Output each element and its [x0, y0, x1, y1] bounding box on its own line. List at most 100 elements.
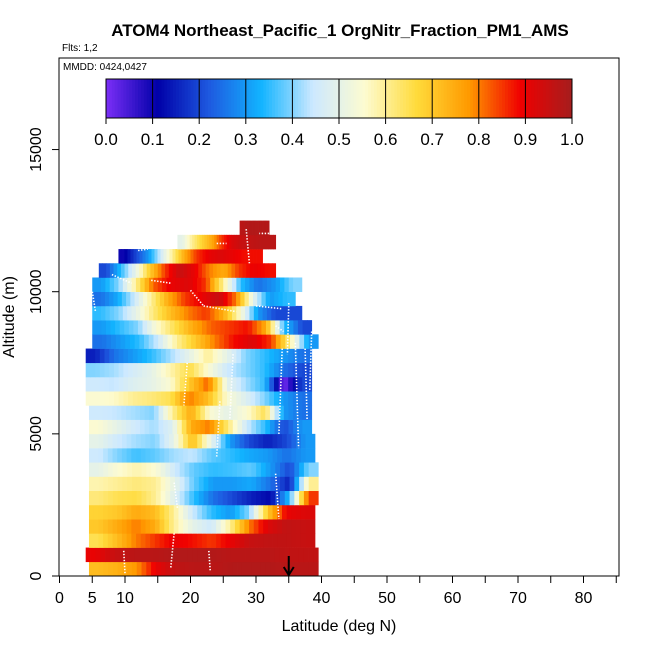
heatmap-cell — [294, 561, 300, 577]
heatmap-cell — [154, 504, 160, 520]
heatmap-cell — [231, 263, 236, 278]
heatmap-cell — [174, 490, 181, 506]
heatmap-cell — [131, 277, 137, 292]
colorbar-segment — [298, 79, 302, 118]
heatmap-cell — [125, 334, 131, 349]
heatmap-cell — [253, 234, 257, 250]
heatmap-cell — [272, 533, 278, 548]
heatmap-cell — [92, 305, 98, 321]
heatmap-cell — [306, 348, 313, 364]
heatmap-cell — [244, 433, 250, 449]
heatmap-cell — [225, 433, 231, 449]
heatmap-cell — [150, 519, 156, 534]
heatmap-cell — [204, 405, 210, 420]
heatmap-cell — [144, 277, 150, 292]
heatmap-cell — [291, 433, 297, 449]
heatmap-cell — [131, 533, 137, 548]
heatmap-cell — [259, 348, 265, 364]
heatmap-cell — [236, 291, 241, 307]
heatmap-cell — [226, 391, 233, 406]
heatmap-cell — [121, 533, 128, 548]
heatmap-cell — [273, 234, 277, 250]
heatmap-cell — [157, 277, 163, 292]
heatmap-cell — [198, 490, 204, 506]
heatmap-cell — [238, 334, 244, 349]
heatmap-cell — [136, 533, 142, 548]
heatmap-cell — [88, 533, 95, 548]
heatmap-cell — [93, 433, 99, 449]
heatmap-cell — [209, 263, 214, 278]
heatmap-cell — [168, 547, 174, 563]
heatmap-cell — [88, 405, 95, 420]
colorbar-tick-label: 0.6 — [374, 130, 398, 149]
colorbar-segment — [321, 79, 325, 118]
heatmap-cell — [105, 305, 111, 321]
heatmap-cell — [288, 362, 294, 378]
heatmap-cell — [258, 504, 264, 520]
heatmap-cell — [117, 519, 123, 534]
heatmap-cell — [95, 547, 101, 563]
heatmap-cell — [85, 376, 91, 392]
heatmap-cell — [121, 291, 127, 307]
heatmap-cell — [274, 405, 280, 420]
heatmap-cell — [280, 277, 285, 292]
colorbar-segment — [272, 79, 276, 118]
heatmap-cell — [93, 476, 99, 492]
heatmap-cell — [187, 519, 193, 534]
heatmap-cell — [280, 561, 286, 577]
heatmap-cell — [98, 419, 104, 435]
heatmap-cell — [302, 405, 308, 420]
heatmap-cell — [220, 263, 225, 278]
heatmap-cell — [258, 533, 264, 548]
heatmap-cell — [303, 547, 309, 563]
heatmap-cell — [305, 504, 311, 520]
heatmap-cell — [194, 561, 200, 577]
heatmap-cell — [296, 504, 302, 520]
heatmap-cell — [132, 376, 138, 392]
heatmap-cell — [272, 448, 278, 463]
heatmap-cell — [220, 519, 226, 534]
heatmap-cell — [243, 320, 249, 335]
heatmap-cell — [237, 405, 243, 420]
heatmap-cell — [260, 419, 266, 435]
colorbar-segment — [417, 79, 422, 118]
heatmap-cell — [232, 249, 236, 264]
heatmap-cell — [230, 448, 236, 463]
colorbar-segment — [237, 79, 241, 118]
heatmap-cell — [114, 305, 119, 321]
heatmap-cell — [104, 348, 110, 364]
heatmap-cell — [249, 305, 255, 321]
heatmap-cell — [250, 362, 256, 378]
heatmap-cell — [105, 320, 111, 335]
heatmap-cell — [265, 405, 271, 420]
heatmap-cell — [100, 547, 106, 563]
heatmap-cell — [85, 391, 91, 406]
heatmap-cell — [243, 220, 245, 236]
colorbar-segment — [531, 79, 535, 118]
colorbar-segment — [295, 79, 299, 118]
colorbar-segment — [557, 79, 561, 118]
heatmap-cell — [144, 419, 150, 435]
flight-track-segment — [255, 305, 283, 310]
heatmap-cell — [208, 391, 214, 406]
heatmap-cell — [244, 519, 250, 534]
colorbar-segment — [114, 79, 119, 118]
heatmap-cell — [221, 547, 227, 563]
heatmap-cell — [216, 547, 222, 563]
heatmap-cell — [112, 405, 118, 420]
heatmap-cell — [102, 405, 108, 420]
colorbar-segment — [522, 79, 526, 118]
heatmap-cell — [167, 405, 173, 420]
colorbar-segment — [478, 79, 483, 118]
heatmap-cell — [209, 334, 216, 349]
heatmap-cell — [274, 362, 280, 378]
heatmap-cell — [117, 476, 123, 492]
heatmap-cell — [88, 476, 95, 492]
heatmap-cell — [186, 419, 192, 435]
heatmap-cell — [93, 405, 99, 420]
heatmap-cell — [88, 561, 95, 577]
heatmap-cell — [188, 305, 194, 321]
colorbar-segment — [420, 79, 424, 118]
x-tick-label: 30 — [247, 590, 265, 607]
heatmap-cell — [135, 305, 141, 321]
